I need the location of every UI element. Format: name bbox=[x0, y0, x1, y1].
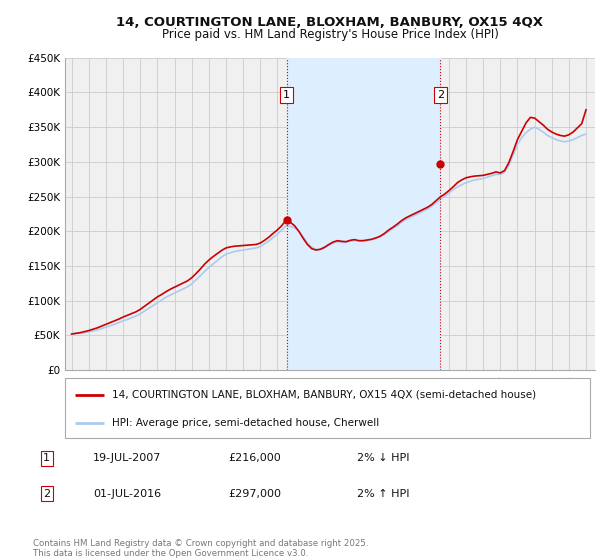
Text: 2% ↓ HPI: 2% ↓ HPI bbox=[357, 453, 409, 463]
Text: 14, COURTINGTON LANE, BLOXHAM, BANBURY, OX15 4QX: 14, COURTINGTON LANE, BLOXHAM, BANBURY, … bbox=[116, 16, 544, 29]
Text: Contains HM Land Registry data © Crown copyright and database right 2025.
This d: Contains HM Land Registry data © Crown c… bbox=[33, 539, 368, 558]
Text: 14, COURTINGTON LANE, BLOXHAM, BANBURY, OX15 4QX (semi-detached house): 14, COURTINGTON LANE, BLOXHAM, BANBURY, … bbox=[112, 390, 536, 400]
Text: 01-JUL-2016: 01-JUL-2016 bbox=[93, 489, 161, 499]
Text: HPI: Average price, semi-detached house, Cherwell: HPI: Average price, semi-detached house,… bbox=[112, 418, 379, 428]
Text: 2% ↑ HPI: 2% ↑ HPI bbox=[357, 489, 409, 499]
Text: 2: 2 bbox=[43, 489, 50, 499]
Text: £297,000: £297,000 bbox=[228, 489, 281, 499]
Text: 1: 1 bbox=[43, 453, 50, 463]
Text: Price paid vs. HM Land Registry's House Price Index (HPI): Price paid vs. HM Land Registry's House … bbox=[161, 28, 499, 41]
Text: 19-JUL-2007: 19-JUL-2007 bbox=[93, 453, 161, 463]
Text: 2: 2 bbox=[437, 90, 444, 100]
Text: £216,000: £216,000 bbox=[228, 453, 281, 463]
Bar bbox=[287, 58, 440, 370]
Text: 1: 1 bbox=[283, 90, 290, 100]
